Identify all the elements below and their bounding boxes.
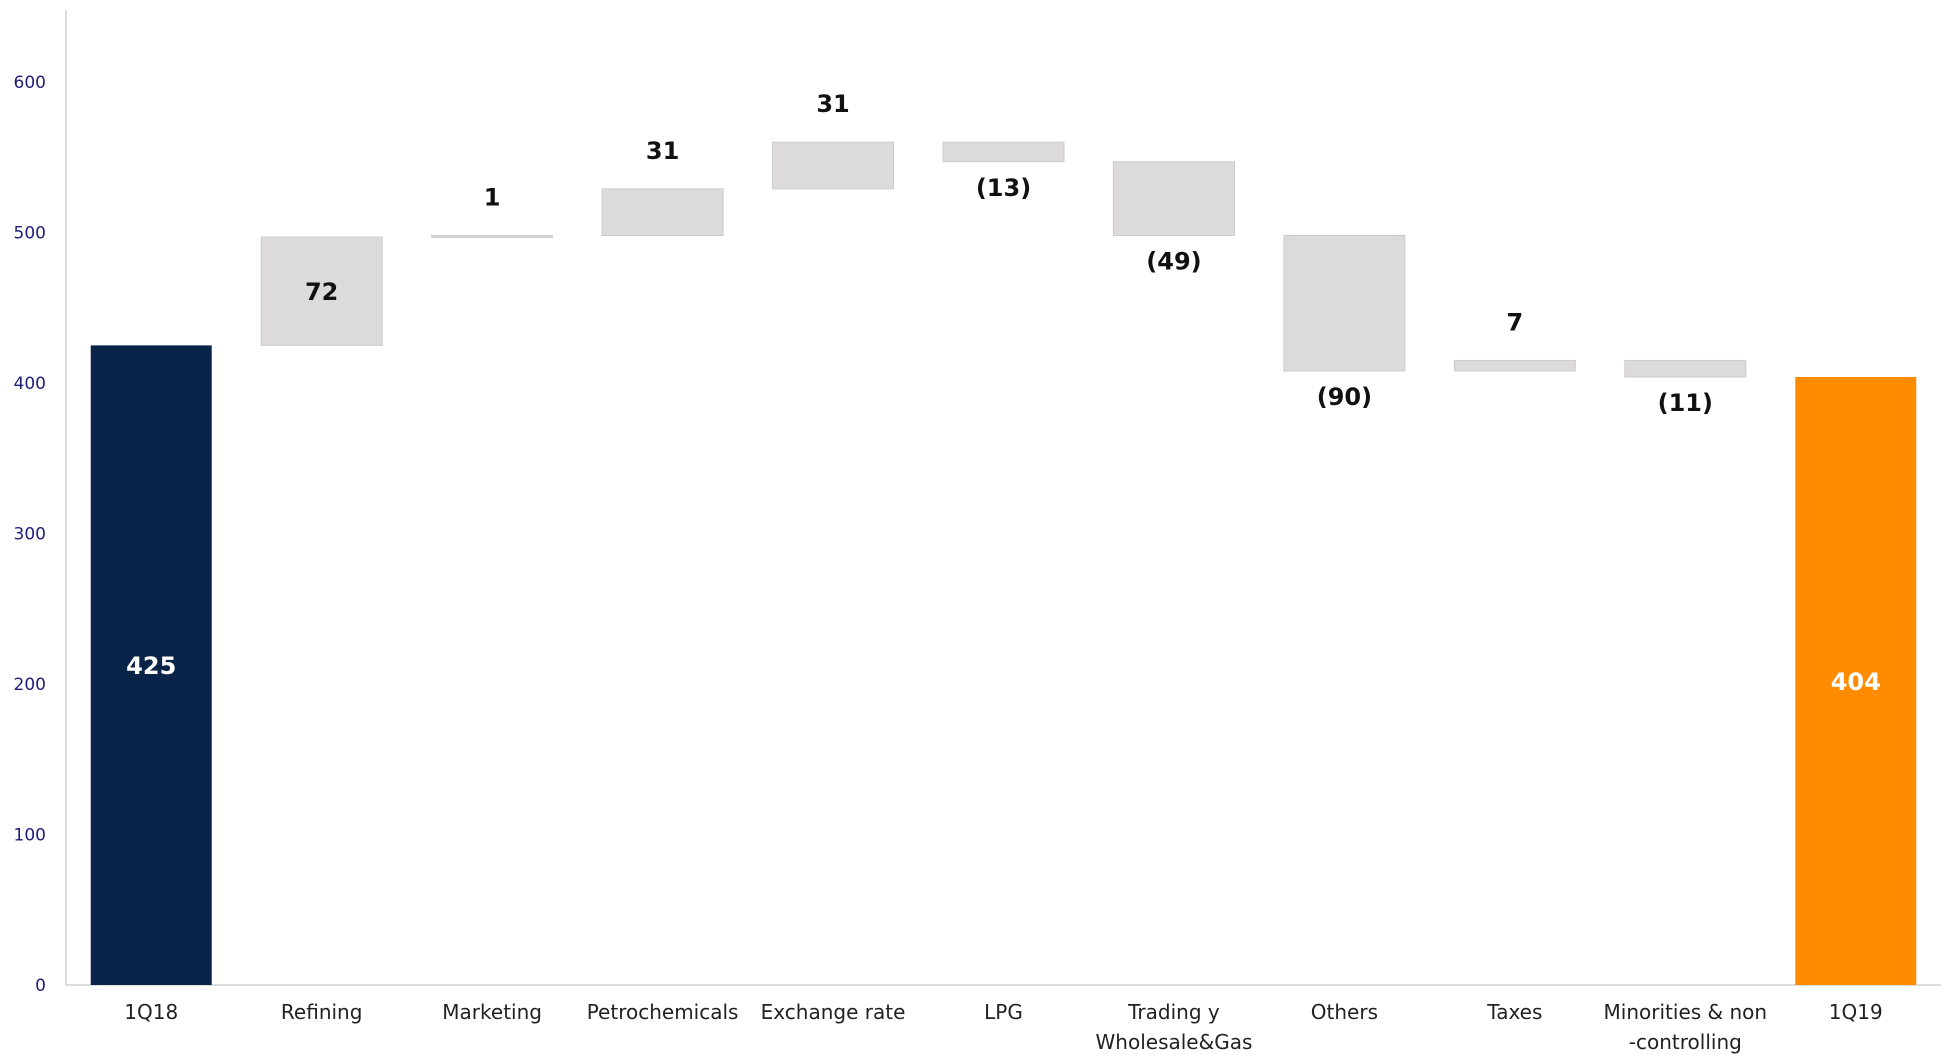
data-label: (49)	[1146, 248, 1201, 276]
y-tick-label: 200	[14, 675, 46, 695]
chart-bars	[90, 141, 1917, 986]
delta-bar	[260, 236, 383, 346]
x-tick-label: Minorities & non	[1604, 1000, 1768, 1024]
x-tick-label: Wholesale&Gas	[1096, 1030, 1253, 1054]
total-bar	[1795, 376, 1917, 986]
x-tick-label: -controlling	[1629, 1030, 1742, 1054]
delta-bar	[431, 235, 554, 239]
x-tick-label: 1Q19	[1829, 1000, 1883, 1024]
data-label: 72	[305, 278, 338, 306]
chart-axes: 0 100 200 300 400 500 600	[14, 10, 1941, 996]
data-label: 31	[646, 137, 679, 165]
data-label: (90)	[1317, 383, 1372, 411]
delta-bar	[1112, 161, 1235, 237]
delta-bar	[1624, 359, 1747, 378]
y-tick-label: 500	[14, 224, 46, 244]
data-label: (11)	[1658, 389, 1713, 417]
data-label: 404	[1831, 668, 1881, 696]
delta-bar	[942, 141, 1065, 163]
y-tick-label: 600	[14, 73, 46, 93]
x-tick-label: Taxes	[1486, 1000, 1542, 1024]
x-tick-label: Exchange rate	[761, 1000, 906, 1024]
total-bar	[90, 345, 212, 985]
x-tick-label: Petrochemicals	[587, 1000, 739, 1024]
x-tick-label: Refining	[281, 1000, 363, 1024]
data-label: 425	[126, 652, 176, 680]
delta-bar	[1283, 235, 1406, 372]
delta-bar	[772, 141, 895, 190]
delta-bar	[601, 188, 724, 237]
x-tick-label: Trading y	[1127, 1000, 1220, 1024]
y-tick-label: 300	[14, 525, 46, 545]
y-tick-label: 400	[14, 374, 46, 394]
chart-labels: 425 1Q18 72 Refining 1 Marketing 31 Petrochemic…	[124, 90, 1882, 1054]
data-label: (13)	[976, 174, 1031, 202]
data-label: 31	[816, 90, 849, 118]
y-tick-label: 100	[14, 826, 46, 846]
x-tick-label: LPG	[984, 1000, 1023, 1024]
data-label: 7	[1507, 308, 1524, 336]
x-tick-label: Others	[1311, 1000, 1378, 1024]
delta-bar	[1453, 359, 1576, 372]
data-label: 1	[484, 184, 501, 212]
y-tick-label: 0	[35, 976, 46, 996]
x-tick-label: 1Q18	[124, 1000, 178, 1024]
x-tick-label: Marketing	[442, 1000, 542, 1024]
